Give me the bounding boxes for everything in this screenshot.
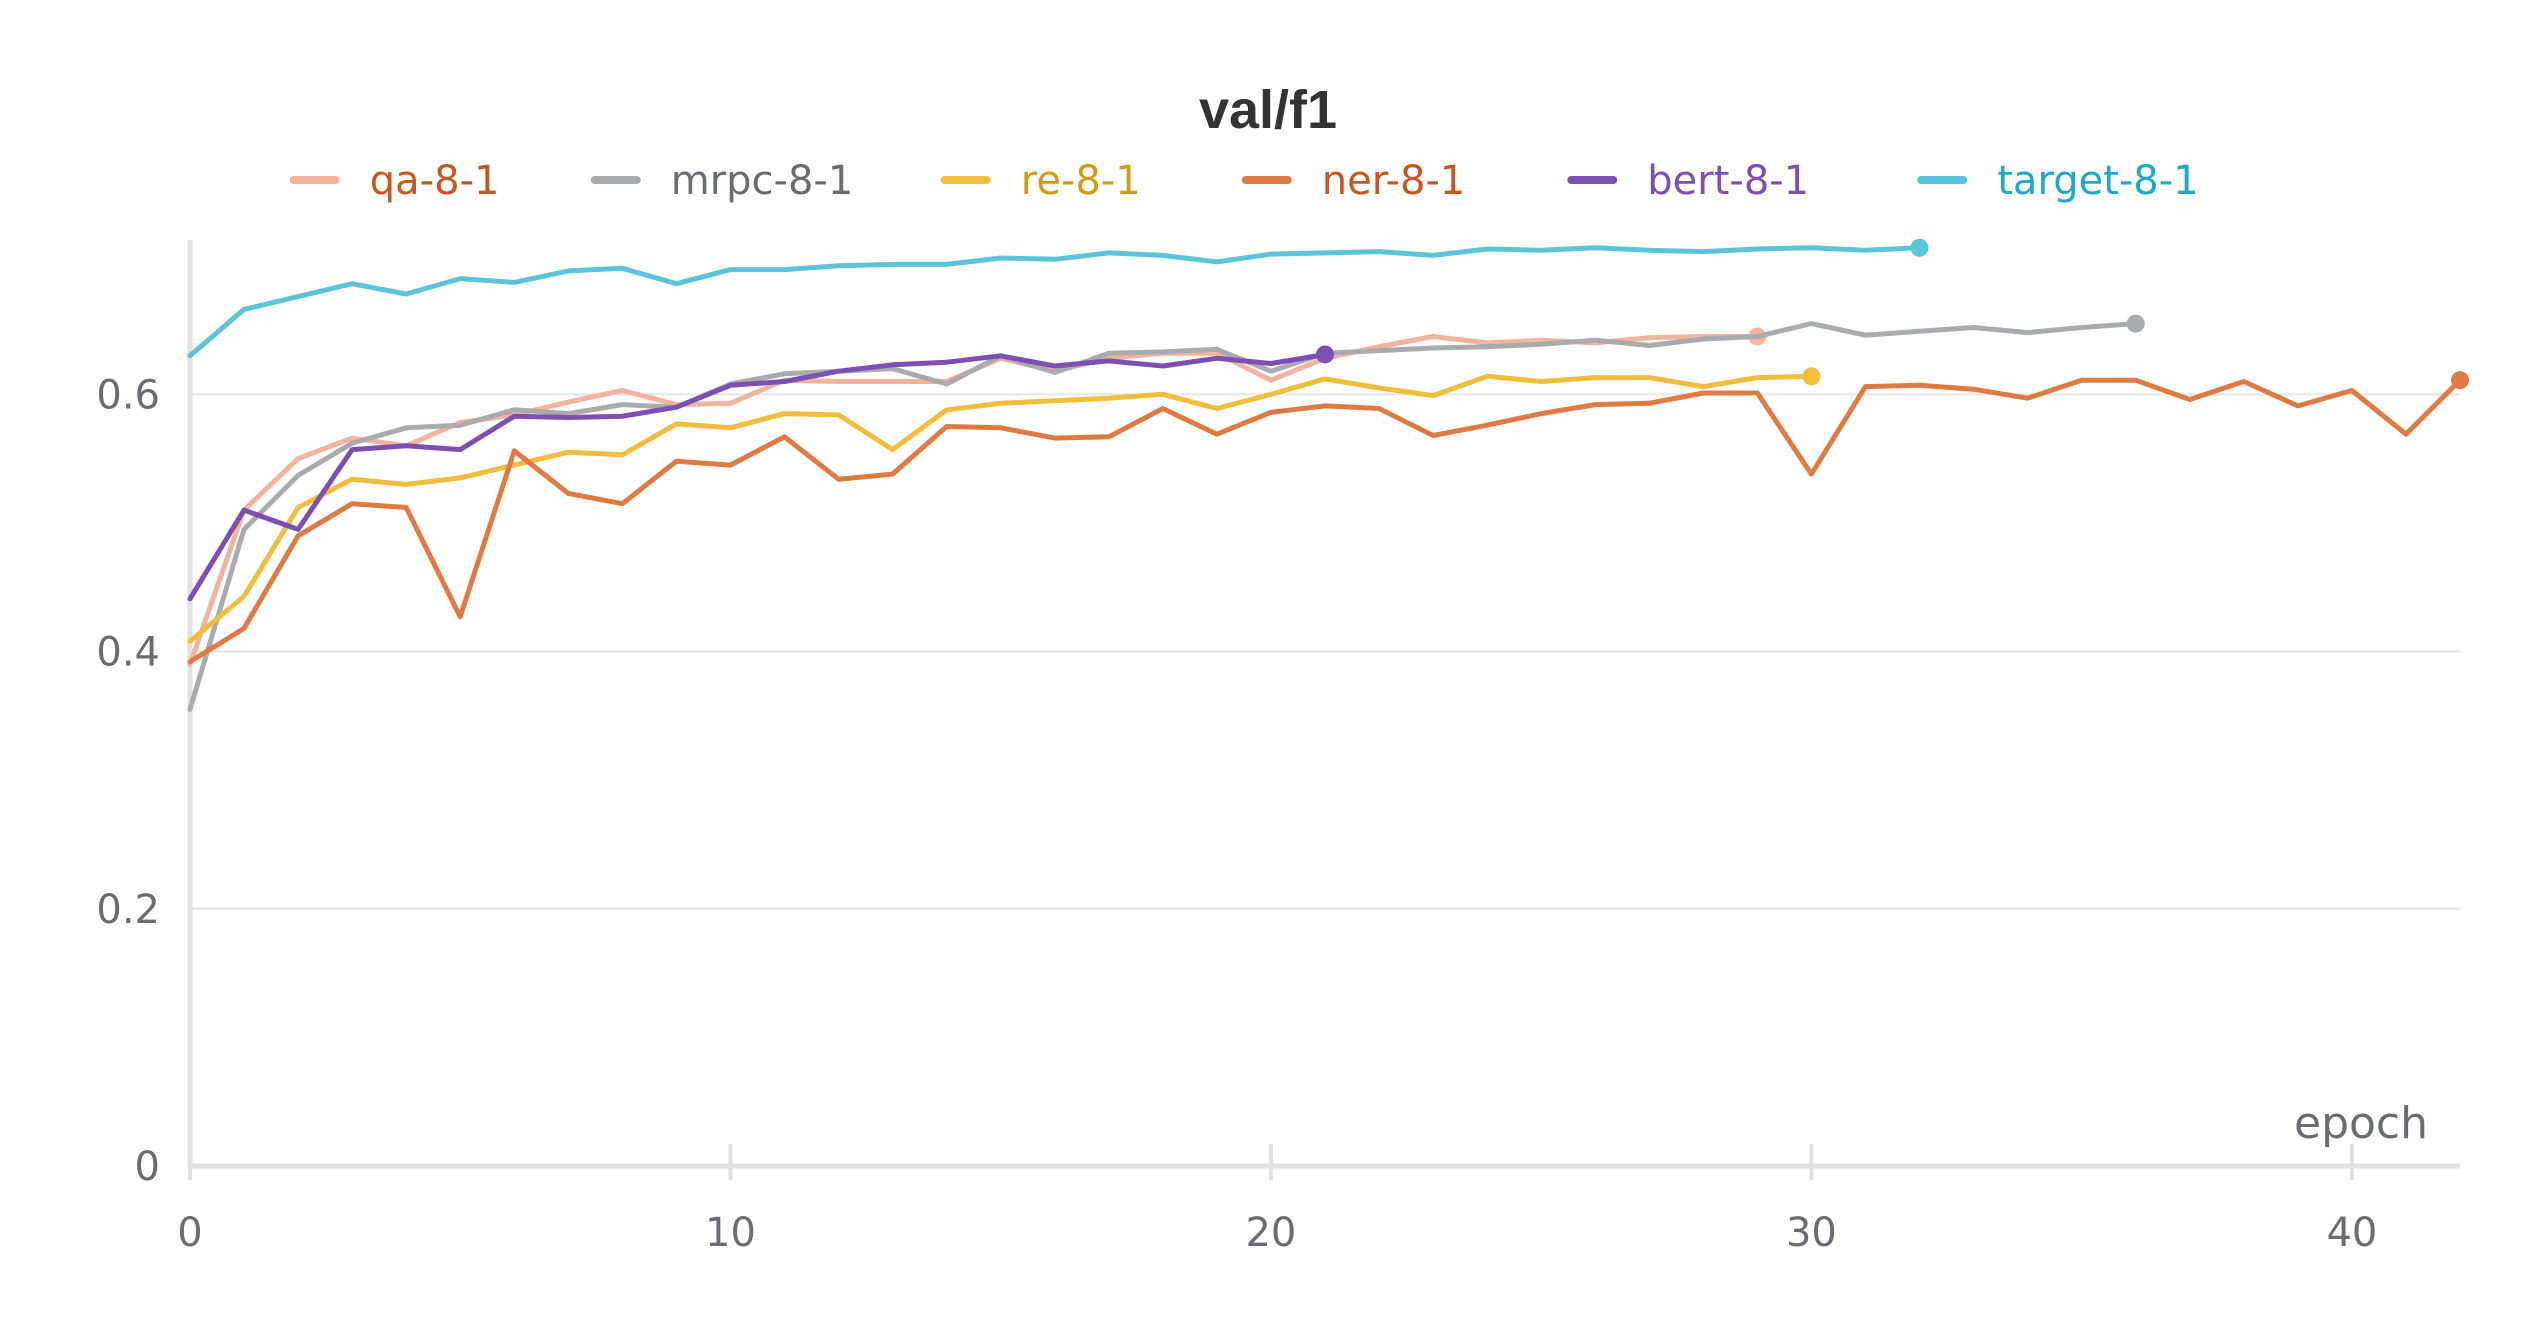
legend-label: bert-8-1	[1647, 158, 1809, 204]
legend-label: qa-8-1	[370, 158, 500, 204]
series-line-re-8-1	[187, 373, 1814, 644]
x-tick-label: 20	[1245, 1210, 1296, 1256]
series-end-point-mrpc-8-1	[2126, 314, 2145, 333]
legend-label: mrpc-8-1	[671, 158, 854, 204]
series-end-point-target-8-1	[1910, 238, 1929, 257]
series-line-mrpc-8-1	[187, 321, 2139, 712]
series-line-ner-8-1	[187, 377, 2463, 665]
series-line-bert-8-1	[187, 352, 1328, 602]
legend-item-mrpc-8-1[interactable]: mrpc-8-1	[590, 158, 854, 204]
x-tick-label: 0	[177, 1210, 202, 1256]
x-tick-label: 40	[2326, 1210, 2377, 1256]
legend: qa-8-1 mrpc-8-1 re-8-1 ner-8-1 bert-8-1 targe…	[289, 158, 2199, 204]
legend-label: target-8-1	[1997, 158, 2198, 204]
x-tick-label: 10	[705, 1210, 756, 1256]
legend-label: ner-8-1	[1322, 158, 1466, 204]
y-tick-label: 0.4	[96, 630, 160, 676]
series-end-point-ner-8-1	[2451, 371, 2469, 390]
legend-item-re-8-1[interactable]: re-8-1	[940, 158, 1141, 204]
series-group	[187, 238, 2469, 712]
legend-item-bert-8-1[interactable]: bert-8-1	[1567, 158, 1809, 204]
y-tick-label: 0	[135, 1144, 160, 1190]
series-line-qa-8-1	[187, 334, 1760, 667]
grid-lines	[190, 393, 2460, 910]
series-end-point-bert-8-1	[1316, 345, 1334, 364]
y-tick-label: 0.6	[96, 372, 160, 418]
chart-title: val/f1	[1199, 80, 1337, 140]
series-end-point-re-8-1	[1802, 367, 1821, 386]
x-tick-label: 30	[1786, 1210, 1837, 1256]
legend-item-ner-8-1[interactable]: ner-8-1	[1241, 158, 1466, 204]
series-line-target-8-1	[187, 245, 1922, 359]
y-tick-label: 0.2	[96, 887, 160, 933]
legend-item-qa-8-1[interactable]: qa-8-1	[289, 158, 500, 204]
legend-label: re-8-1	[1021, 158, 1141, 204]
x-axis-label: epoch	[2294, 1098, 2428, 1149]
legend-item-target-8-1[interactable]: target-8-1	[1917, 158, 2199, 204]
